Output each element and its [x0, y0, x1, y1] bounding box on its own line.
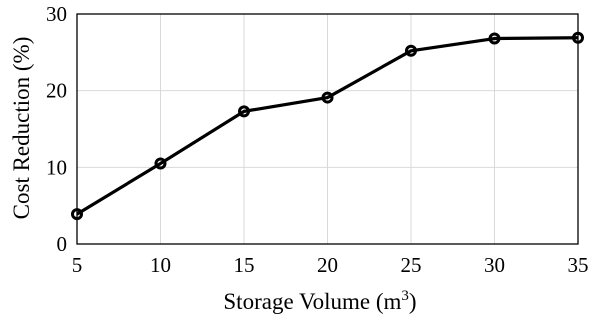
plot-area-frame — [76, 13, 579, 245]
x-axis-label-superscript: 3 — [401, 288, 409, 304]
data-point — [238, 105, 250, 118]
y-tick-label: 20 — [46, 79, 67, 103]
x-tick-label: 20 — [317, 253, 338, 277]
x-tick-label: 35 — [568, 253, 589, 277]
x-axis-label-suffix: ) — [409, 289, 417, 314]
x-tick-label: 30 — [484, 253, 505, 277]
x-axis-label-text: Storage Volume (m — [223, 289, 401, 314]
x-tick-label: 10 — [150, 253, 171, 277]
y-tick-label: 0 — [57, 232, 68, 256]
y-tick-label: 30 — [46, 2, 67, 26]
grid-lines — [76, 13, 579, 245]
x-tick-label: 15 — [234, 253, 255, 277]
data-point — [321, 91, 334, 104]
data-point — [488, 32, 501, 45]
y-axis-label: Cost Reduction (%) — [9, 37, 34, 220]
x-tick-label: 5 — [72, 253, 83, 277]
tick-labels: 5 10 15 20 25 30 35 0 10 20 30 — [46, 2, 589, 277]
x-axis-label: Storage Volume (m3) — [223, 288, 416, 314]
x-tick-label: 25 — [401, 253, 422, 277]
data-point — [405, 44, 417, 57]
series-line — [76, 36, 579, 216]
data-point — [154, 157, 167, 170]
y-tick-label: 10 — [46, 155, 67, 179]
